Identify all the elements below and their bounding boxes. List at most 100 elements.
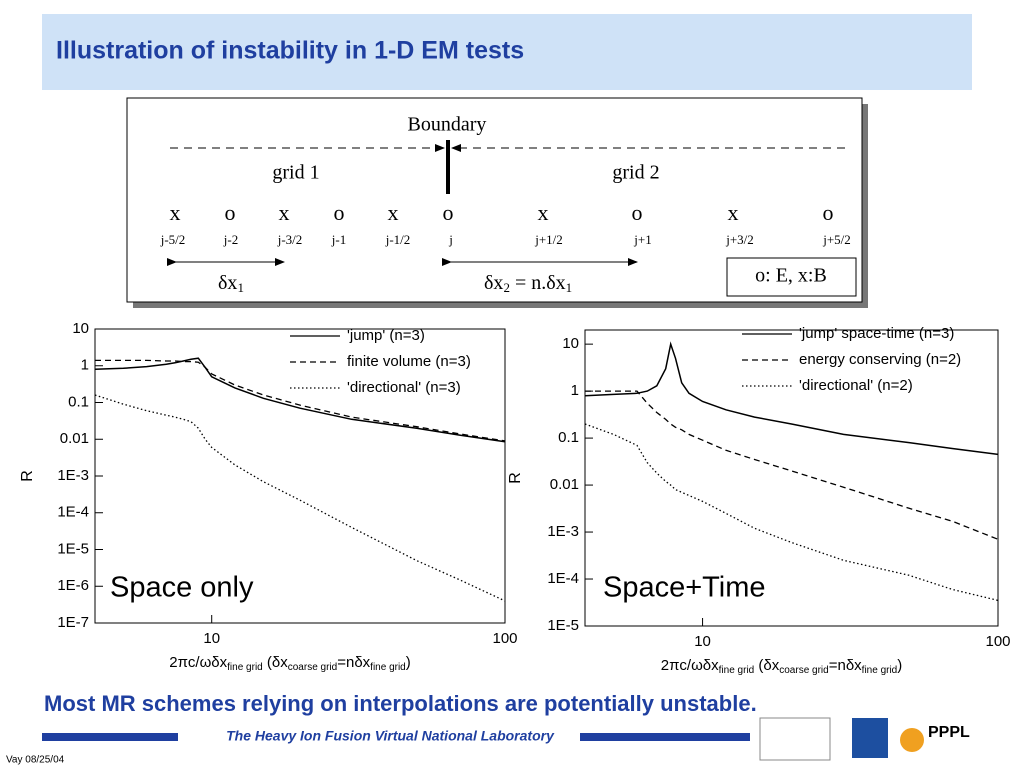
x-label-text: =nδx — [337, 654, 370, 671]
logo-pppl-sun — [900, 728, 924, 752]
grid-index: j-5/2 — [160, 232, 186, 247]
grid-symbol: o — [443, 200, 454, 225]
x-label-text: 2πc/ωδx — [169, 654, 227, 671]
grid1-label: grid 1 — [272, 162, 319, 184]
legend-label: 'directional' (n=2) — [799, 377, 913, 394]
y-tick-label: 1E-5 — [57, 540, 89, 557]
footer-author: Vay 08/25/04 — [6, 755, 65, 766]
x-tick-label: 100 — [985, 633, 1010, 650]
y-tick-label: 0.01 — [550, 476, 579, 493]
grid-symbol: o — [823, 200, 834, 225]
legend-label: energy conserving (n=2) — [799, 351, 961, 368]
grid-index: j-2 — [223, 232, 238, 247]
annotation: Space only — [110, 572, 254, 604]
grid2-label: grid 2 — [612, 162, 659, 184]
chart: 10 1 0.1 0.01 1E-3 1E-4 1E-5 1E-6 1E-7 10 100 R 2πc/… — [19, 320, 517, 673]
slide-title: Illustration of instability in 1-D EM te… — [56, 37, 524, 65]
grid-symbol: x — [279, 200, 290, 225]
y-tick-label: 1E-6 — [57, 577, 89, 594]
grid-symbol: o — [225, 200, 236, 225]
annotation: Space+Time — [603, 572, 766, 604]
charts: 10 1 0.1 0.01 1E-3 1E-4 1E-5 1E-6 1E-7 10 100 R 2πc/… — [19, 320, 1010, 676]
grid-symbol: o — [632, 200, 643, 225]
y-tick-label: 1E-4 — [57, 504, 89, 521]
x-label-text: (δx — [754, 657, 780, 674]
x-tick-label: 100 — [492, 630, 517, 647]
grid-symbol: x — [538, 200, 549, 225]
y-tick-label: 1E-3 — [547, 523, 579, 540]
y-tick-label: 0.1 — [68, 393, 89, 410]
dx2-label: δx2 = n.δx1 — [484, 272, 572, 295]
x-label-text: (δx — [263, 654, 289, 671]
grid-symbol: x — [170, 200, 181, 225]
x-label-text: =nδx — [829, 657, 862, 674]
y-tick-label: 1 — [81, 357, 89, 374]
y-tick-label: 10 — [562, 335, 579, 352]
dx2-sub: 1 — [566, 280, 573, 295]
grid-index: j+3/2 — [725, 232, 754, 247]
footer-bar — [42, 733, 178, 741]
logo-llnl — [852, 718, 888, 758]
title-banner — [42, 14, 972, 90]
y-tick-label: 10 — [72, 320, 89, 337]
dx2-sub: 2 — [503, 280, 510, 295]
legend-box — [726, 257, 857, 297]
field-legend: o: E, x:B — [755, 265, 827, 287]
x-label-sub: fine grid — [227, 662, 263, 673]
grid-symbol: x — [388, 200, 399, 225]
grid-index: j-1/2 — [385, 232, 411, 247]
series-line — [94, 357, 506, 443]
grid-symbol: o — [334, 200, 345, 225]
y-tick-label: 0.01 — [60, 430, 89, 447]
series-line — [584, 341, 999, 456]
x-label-text: ) — [897, 657, 902, 674]
legend-label: finite volume (n=3) — [347, 353, 471, 370]
x-axis-label: 2πc/ωδxfine grid (δxcoarse grid=nδxfine … — [661, 657, 903, 676]
x-label-text: ) — [406, 654, 411, 671]
legend-label: 'jump' space-time (n=3) — [799, 325, 954, 342]
dx1-text: δx — [218, 272, 237, 294]
y-axis-label: R — [507, 472, 524, 484]
x-label-sub: coarse grid — [288, 662, 337, 673]
footer-bar — [580, 733, 750, 741]
grid-index: j-1 — [331, 232, 346, 247]
series-line — [585, 390, 999, 540]
y-tick-label: 1E-7 — [57, 614, 89, 631]
conclusion: Most MR schemes relying on interpolation… — [44, 691, 757, 716]
x-label-text: 2πc/ωδx — [661, 657, 719, 674]
plot-frame — [584, 329, 999, 627]
y-axis-label: R — [19, 470, 36, 482]
y-tick-label: 1E-4 — [547, 570, 579, 587]
grid-index: j-3/2 — [277, 232, 303, 247]
logo-pppl: PPPL — [928, 724, 970, 741]
grid-index: j — [448, 232, 453, 247]
series-line — [584, 423, 999, 602]
dx2-text: = n.δx — [510, 272, 566, 294]
x-label-sub: fine grid — [370, 662, 406, 673]
dx1-label: δx1 — [218, 272, 244, 295]
legend-label: 'jump' (n=3) — [347, 327, 425, 344]
dx2-text: δx — [484, 272, 503, 294]
grid-symbol: x — [728, 200, 739, 225]
series-line — [94, 394, 506, 602]
diagram: Boundary grid 1 grid 2 x o x o x o x o x o j-5/2 j-… — [126, 97, 868, 308]
y-tick-label: 1E-3 — [57, 467, 89, 484]
footer-lab: The Heavy Ion Fusion Virtual National La… — [226, 728, 555, 744]
x-label-sub: fine grid — [862, 665, 898, 676]
y-tick-label: 0.1 — [558, 429, 579, 446]
legend-label: 'directional' (n=3) — [347, 379, 461, 396]
grid-index: j+1/2 — [534, 232, 563, 247]
x-label-sub: fine grid — [719, 665, 755, 676]
grid-index: j+5/2 — [822, 232, 851, 247]
x-tick-label: 10 — [694, 633, 711, 650]
y-tick-label: 1E-5 — [547, 617, 579, 634]
y-tick-label: 1 — [571, 382, 579, 399]
grid-row: x o x o x o x o x o j-5/2 j-2 j-3/2 j-1 j-1/2 j j+1/2 j+1… — [160, 200, 851, 247]
logo-berkeley — [759, 717, 831, 761]
x-axis-label: 2πc/ωδxfine grid (δxcoarse grid=nδxfine … — [169, 654, 411, 673]
grid-index: j+1 — [633, 232, 651, 247]
x-label-sub: coarse grid — [779, 665, 828, 676]
